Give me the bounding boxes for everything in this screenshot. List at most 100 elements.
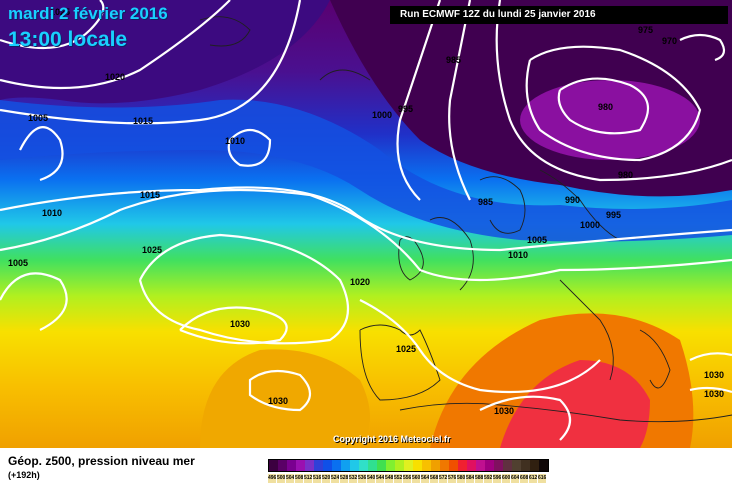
scale-label: 544 (376, 474, 385, 483)
isobars (0, 0, 732, 440)
isobar-label: 1010 (508, 250, 528, 260)
scale-label: 540 (367, 474, 376, 483)
scale-swatch (332, 460, 341, 471)
run-info: Run ECMWF 12Z du lundi 25 janvier 2016 (390, 6, 728, 24)
scale-label: 504 (286, 474, 295, 483)
scale-swatch (485, 460, 494, 471)
isobar-label: 980 (618, 170, 633, 180)
scale-swatch (341, 460, 350, 471)
scale-label: 600 (502, 474, 511, 483)
isobar-label: 1005 (527, 235, 547, 245)
scale-swatch (314, 460, 323, 471)
scale-label: 552 (394, 474, 403, 483)
scale-label: 568 (430, 474, 439, 483)
scale-swatch (323, 460, 332, 471)
isobar-label: 995 (398, 104, 413, 114)
scale-swatch (368, 460, 377, 471)
scale-swatch (422, 460, 431, 471)
scale-swatch (350, 460, 359, 471)
scale-label: 512 (304, 474, 313, 483)
scale-swatch (377, 460, 386, 471)
isobar-label: 1025 (142, 245, 162, 255)
isobar-label: 980 (598, 102, 613, 112)
isobar-label: 985 (446, 55, 461, 65)
isobar-label: 975 (638, 25, 653, 35)
isobar-label: 1020 (105, 72, 125, 82)
forecast-range: (+192h) (8, 470, 40, 480)
isobar-label: 1030 (268, 396, 288, 406)
scale-swatch (530, 460, 539, 471)
isobar-label: 1030 (704, 370, 724, 380)
scale-swatch (503, 460, 512, 471)
scale-swatch (359, 460, 368, 471)
scale-label: 528 (340, 474, 349, 483)
scale-swatch (440, 460, 449, 471)
isobar-label: 1015 (133, 116, 153, 126)
jet-band (0, 99, 732, 242)
forecast-time: 13:00 locale (8, 28, 128, 51)
weather-map: 1025 1020 1005 1015 1010 1010 1015 1005 … (0, 0, 732, 448)
isobar-label: 1010 (225, 136, 245, 146)
scale-label: 524 (331, 474, 340, 483)
scale-label: 536 (358, 474, 367, 483)
isobar-labels: 1025 1020 1005 1015 1010 1010 1015 1005 … (8, 7, 724, 416)
isobar-label: 1005 (8, 258, 28, 268)
scale-swatch (404, 460, 413, 471)
subtropical-ridge (200, 349, 370, 448)
scale-swatch (467, 460, 476, 471)
scale-label: 608 (520, 474, 529, 483)
isobar-label: 1025 (50, 7, 70, 17)
scale-label: 580 (457, 474, 466, 483)
low-core (520, 80, 700, 160)
scale-label: 572 (439, 474, 448, 483)
scale-label: 516 (313, 474, 322, 483)
scale-swatch (305, 460, 314, 471)
isobar-label: 1000 (372, 110, 392, 120)
map-title: Géop. z500, pression niveau mer (8, 454, 195, 468)
isobar-label: 1000 (580, 220, 600, 230)
scale-swatch (521, 460, 530, 471)
forecast-date: mardi 2 février 2016 (8, 4, 168, 23)
color-scale (268, 459, 549, 472)
scale-swatch (458, 460, 467, 471)
scale-swatch (278, 460, 287, 471)
scale-label: 520 (322, 474, 331, 483)
scale-swatch (296, 460, 305, 471)
scale-label: 564 (421, 474, 430, 483)
scale-label: 612 (529, 474, 538, 483)
scale-label: 556 (403, 474, 412, 483)
scale-swatch (386, 460, 395, 471)
scale-label: 560 (412, 474, 421, 483)
color-scale-labels: 496 500 504 508 512 516 520 524 528 532 536 540 544 5… (268, 474, 547, 483)
scale-label: 596 (493, 474, 502, 483)
scale-label: 532 (349, 474, 358, 483)
isobar-label: 1030 (230, 319, 250, 329)
scale-label: 592 (484, 474, 493, 483)
scale-label: 500 (277, 474, 286, 483)
scale-label: 508 (295, 474, 304, 483)
scale-label: 588 (475, 474, 484, 483)
isobar-label: 995 (606, 210, 621, 220)
scale-swatch (287, 460, 296, 471)
isobar-label: 990 (565, 195, 580, 205)
scale-swatch (413, 460, 422, 471)
coastlines (199, 16, 732, 423)
isobar-label: 1010 (42, 208, 62, 218)
scale-label: 584 (466, 474, 475, 483)
isobar-label: 1015 (140, 190, 160, 200)
isobar-label: 1030 (494, 406, 514, 416)
scale-swatch (476, 460, 485, 471)
scale-swatch (494, 460, 503, 471)
isobar-label: 1005 (28, 113, 48, 123)
scale-label: 576 (448, 474, 457, 483)
scale-label: 548 (385, 474, 394, 483)
isobar-label: 985 (478, 197, 493, 207)
warm-core (500, 360, 650, 448)
scale-label: 496 (268, 474, 277, 483)
scale-label: 604 (511, 474, 520, 483)
isobar-label: 970 (662, 36, 677, 46)
scale-swatch (431, 460, 440, 471)
scale-swatch (539, 460, 548, 471)
scale-swatch (449, 460, 458, 471)
scale-swatch (512, 460, 521, 471)
